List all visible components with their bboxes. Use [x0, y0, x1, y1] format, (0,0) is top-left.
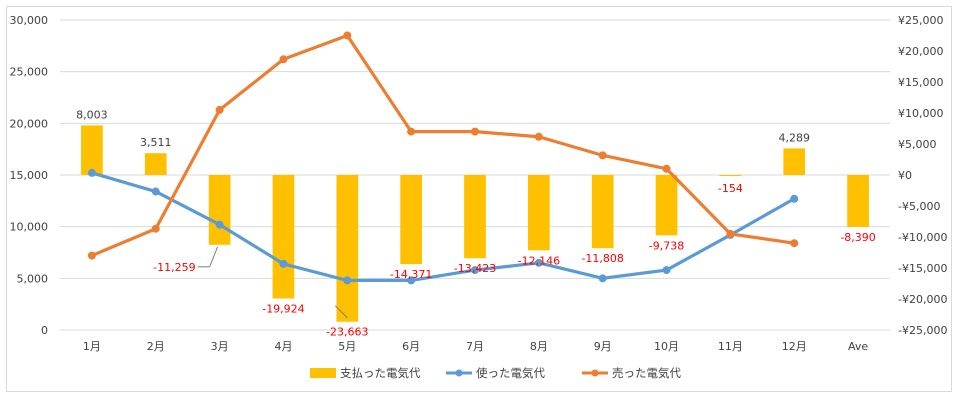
x-axis-tick-label: 8月	[530, 340, 548, 353]
series-point	[279, 259, 288, 268]
legend-label: 売った電気代	[612, 366, 681, 380]
x-axis-tick-label: 5月	[338, 340, 356, 353]
bar	[783, 148, 806, 175]
left-axis-tick-label: 25,000	[10, 66, 49, 79]
bar	[719, 175, 742, 176]
bar	[208, 175, 231, 245]
series-point	[790, 239, 799, 248]
left-axis-tick-label: 10,000	[10, 221, 49, 234]
bar-data-label: -14,371	[390, 268, 432, 281]
bar	[464, 175, 486, 259]
right-axis-tick-label: ¥15,000	[898, 76, 944, 89]
series-point	[471, 266, 479, 275]
bar	[144, 153, 167, 175]
series-point	[726, 229, 735, 238]
bar	[81, 125, 103, 175]
right-axis-tick-label: -¥15,000	[898, 262, 947, 275]
bar-data-label: -11,808	[581, 252, 623, 265]
bar-data-label: -23,663	[326, 326, 368, 339]
series-point	[151, 187, 160, 196]
series-point	[87, 168, 96, 177]
right-axis-tick-label: ¥25,000	[898, 14, 944, 27]
series-point	[87, 251, 96, 260]
series-point	[343, 31, 352, 40]
left-axis-tick-label: 20,000	[10, 117, 49, 130]
bar	[272, 175, 295, 299]
bar	[847, 175, 869, 228]
leader-line	[334, 305, 348, 319]
left-axis-tick-label: 5,000	[17, 272, 49, 285]
x-axis-tick-label: 12月	[782, 340, 807, 353]
series-point	[598, 151, 607, 160]
x-axis-tick-label: Ave	[848, 340, 868, 353]
series-line	[90, 171, 796, 282]
bar	[336, 175, 359, 322]
series-point	[662, 266, 671, 275]
series-point	[790, 194, 799, 203]
bar-data-label: -19,924	[262, 303, 304, 316]
series-point	[151, 224, 160, 233]
right-axis-tick-label: ¥10,000	[898, 107, 944, 120]
legend-label: 支払った電気代	[340, 366, 421, 380]
series-line	[90, 33, 796, 258]
right-axis-tick-label: ¥0	[898, 169, 912, 182]
x-axis-tick-label: 6月	[402, 340, 420, 353]
bar-data-label: 8,003	[76, 108, 108, 121]
right-axis-tick-label: ¥5,000	[898, 138, 937, 151]
bar-data-label: -154	[718, 182, 743, 195]
bar	[400, 175, 423, 265]
series-point	[407, 127, 416, 136]
legend-marker	[455, 369, 463, 377]
right-axis-tick-label: -¥20,000	[898, 293, 947, 306]
series-point	[279, 55, 288, 64]
right-axis-tick-label: ¥20,000	[898, 45, 944, 58]
x-axis-tick-label: 3月	[211, 340, 229, 353]
left-axis-tick-label: 30,000	[10, 14, 49, 27]
bar	[591, 175, 614, 249]
right-axis-tick-label: -¥10,000	[898, 231, 947, 244]
bar-data-label: 4,289	[778, 131, 810, 144]
series-point	[534, 258, 543, 267]
series-point	[662, 164, 671, 173]
bar-data-label: -12,146	[518, 254, 560, 267]
series-point	[215, 105, 224, 114]
series-point	[598, 274, 607, 283]
x-axis-tick-label: 11月	[718, 340, 743, 353]
left-axis-tick-label: 15,000	[10, 169, 49, 182]
legend-marker	[591, 369, 599, 377]
legend-swatch	[310, 368, 336, 378]
legend-label: 使った電気代	[476, 366, 545, 380]
bar-data-label: -11,259	[153, 261, 195, 274]
leader-line	[209, 246, 219, 267]
x-axis-tick-label: 7月	[466, 340, 484, 353]
right-axis-tick-label: -¥25,000	[898, 324, 947, 337]
bar	[527, 175, 550, 251]
x-axis-tick-label: 1月	[83, 340, 101, 353]
series-point	[343, 276, 352, 285]
series-point	[407, 276, 416, 285]
bar-data-label: -8,390	[840, 231, 875, 244]
series-point	[215, 220, 224, 229]
x-axis-tick-label: 10月	[654, 340, 679, 353]
bar-data-label: 3,511	[140, 136, 172, 149]
bar	[655, 175, 678, 236]
bar-data-label: -9,738	[649, 239, 684, 252]
x-axis-tick-label: 9月	[594, 340, 612, 353]
x-axis-tick-label: 2月	[147, 340, 165, 353]
right-axis-tick-label: -¥5,000	[898, 200, 940, 213]
x-axis-tick-label: 4月	[274, 340, 292, 353]
bar-data-label: -13,423	[454, 262, 496, 275]
series-point	[471, 127, 479, 136]
series-point	[534, 132, 543, 141]
left-axis-tick-label: 0	[41, 324, 48, 337]
